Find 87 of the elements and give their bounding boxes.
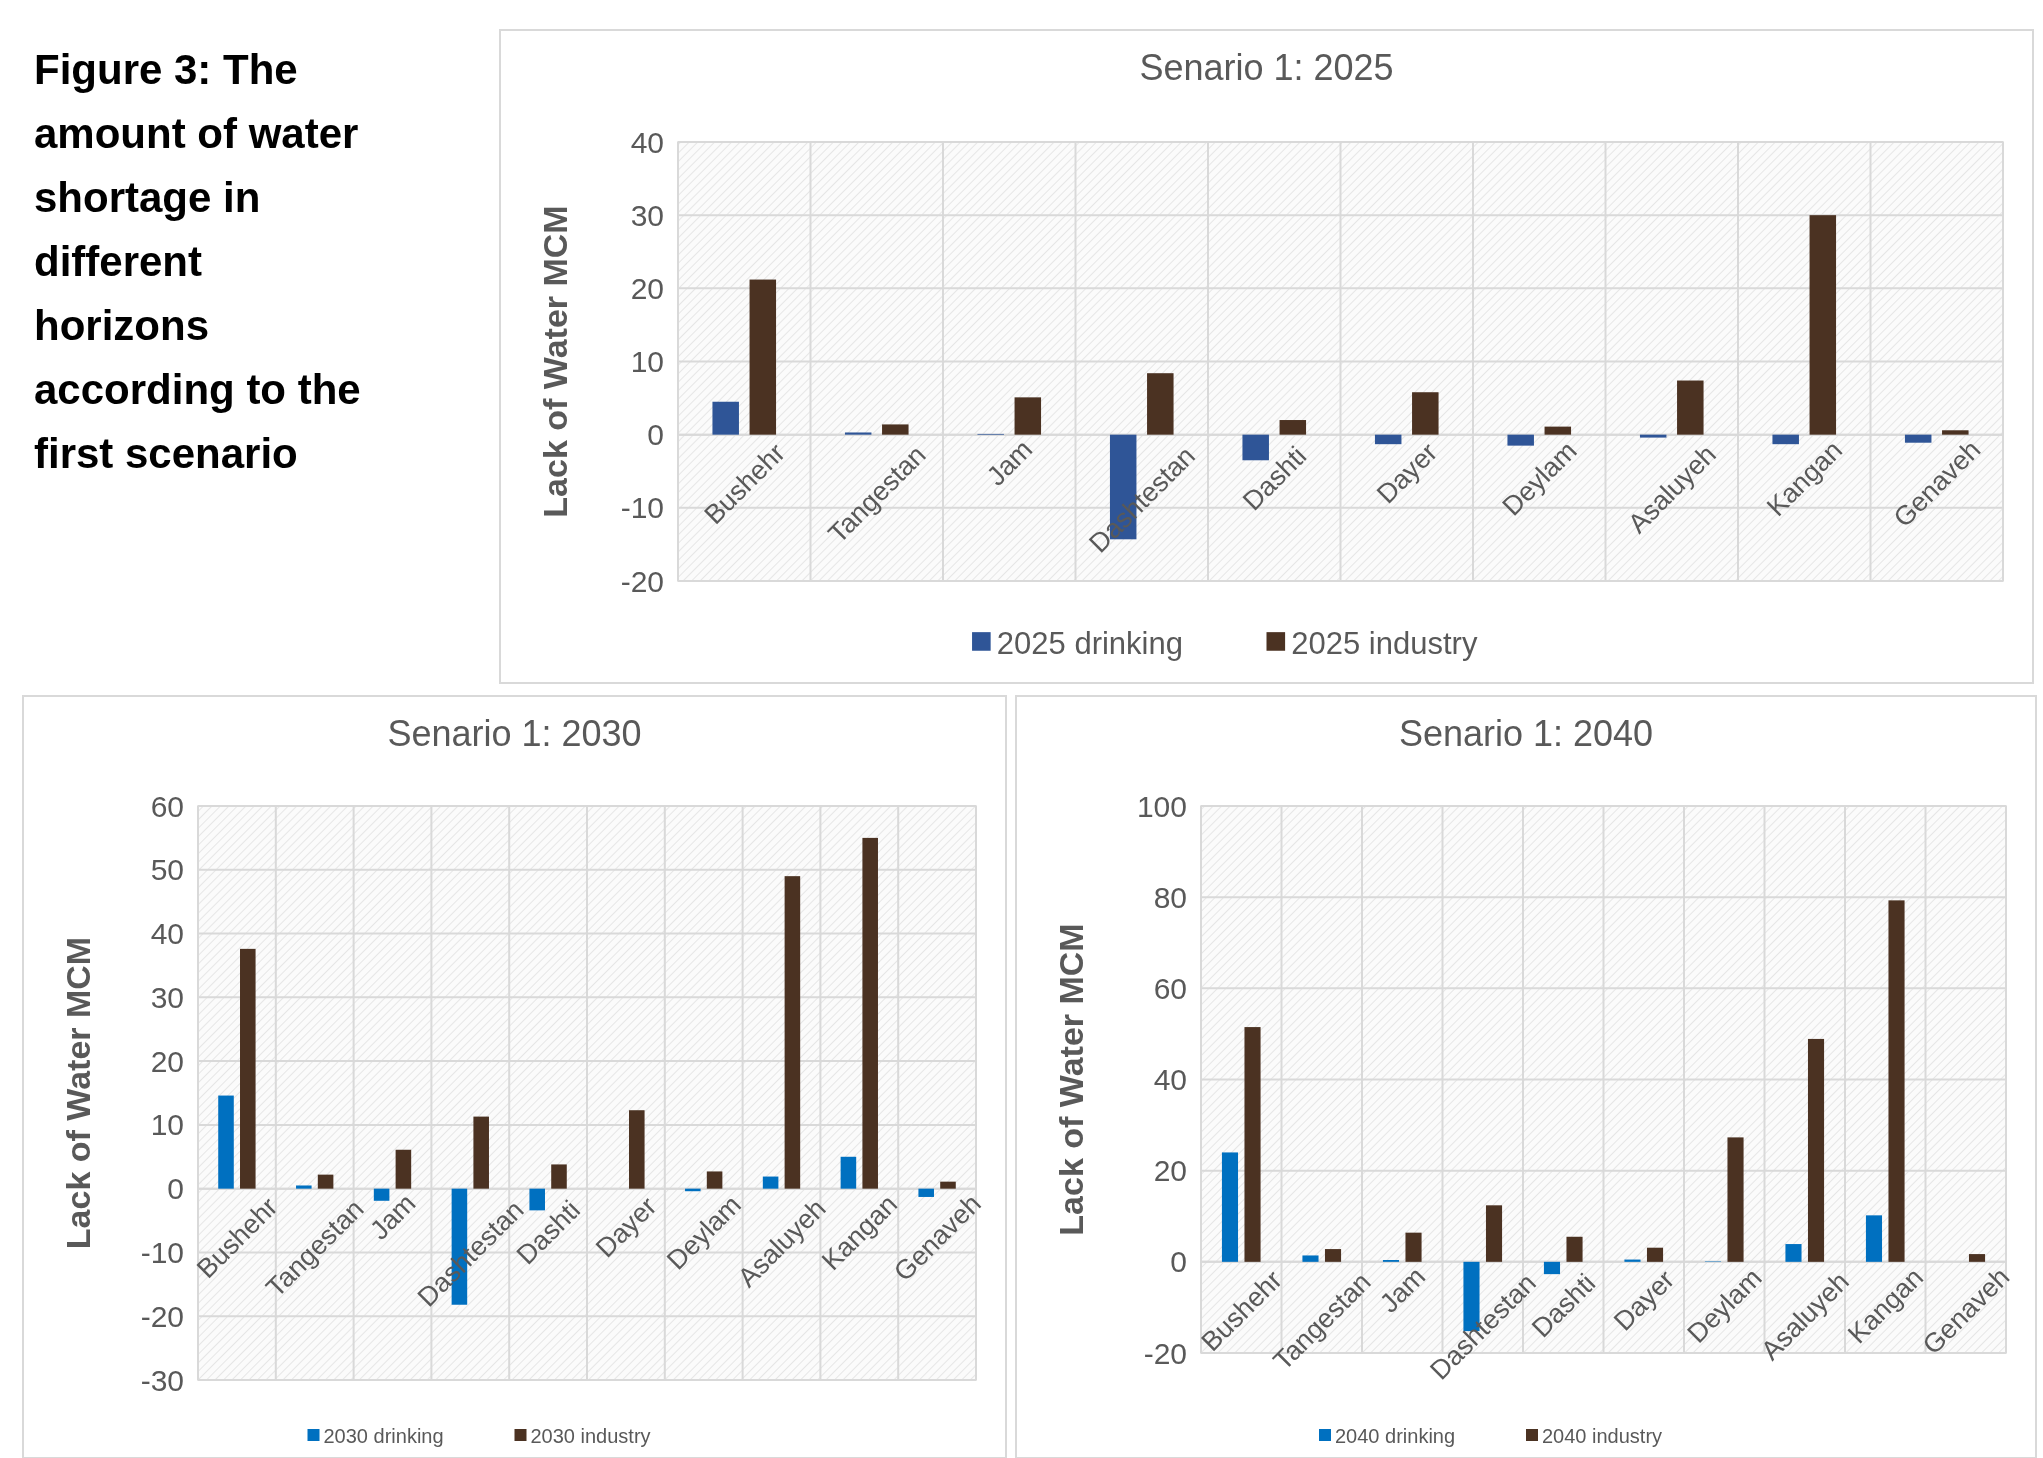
bar xyxy=(784,876,801,1189)
bar xyxy=(712,401,739,435)
legend-label: 2030 industry xyxy=(530,1425,651,1447)
bar xyxy=(1014,397,1042,435)
y-tick-label: -10 xyxy=(140,1235,184,1269)
legend-label: 2040 drinking xyxy=(1335,1425,1456,1447)
y-axis-title: Lack of Water MCM xyxy=(535,205,574,518)
y-axis-title: Lack of Water MCM xyxy=(58,936,97,1250)
y-tick-label: 0 xyxy=(1170,1245,1187,1279)
bar xyxy=(1809,215,1837,435)
y-tick-label: -30 xyxy=(140,1363,184,1397)
y-tick-label: 20 xyxy=(150,1044,184,1078)
y-tick-label: -10 xyxy=(620,491,664,525)
bar xyxy=(840,1156,857,1189)
bar xyxy=(1412,392,1439,435)
bar xyxy=(240,948,256,1189)
bar xyxy=(1566,1236,1583,1262)
bar xyxy=(1544,426,1572,435)
chart-title: Senario 1: 2030 xyxy=(387,713,642,754)
bar xyxy=(1904,434,1932,443)
bar xyxy=(1639,434,1667,438)
bar xyxy=(706,1171,723,1189)
y-tick-label: 20 xyxy=(1153,1154,1187,1188)
chart-title: Senario 1: 2040 xyxy=(1398,713,1654,754)
text: Figure 3: The amount of water shortage in different horizons according to the first scenario xyxy=(34,46,361,477)
y-tick-label: 60 xyxy=(1153,971,1187,1005)
bar xyxy=(1942,430,1969,435)
bar xyxy=(1968,1254,1986,1262)
bar xyxy=(1727,1137,1744,1262)
y-tick-label: 50 xyxy=(150,853,184,887)
x-tick-label: Jam xyxy=(364,1188,422,1246)
bar xyxy=(1772,434,1799,445)
bar xyxy=(1646,1247,1664,1262)
bar xyxy=(882,424,909,435)
bar xyxy=(1405,1232,1422,1262)
y-tick-label: 60 xyxy=(150,789,184,823)
y-tick-label: 0 xyxy=(167,1172,184,1206)
bar xyxy=(1485,1205,1503,1262)
bar xyxy=(844,432,872,435)
bar xyxy=(629,1110,645,1189)
y-tick-label: 10 xyxy=(630,345,664,378)
bar xyxy=(395,1149,412,1189)
legend-label: 2030 drinking xyxy=(323,1425,444,1447)
y-tick-label: 30 xyxy=(150,980,184,1014)
bar xyxy=(940,1181,956,1189)
bar xyxy=(296,1185,312,1189)
y-tick-label: 40 xyxy=(1153,1063,1187,1096)
legend-label: 2025 industry xyxy=(1291,625,1478,661)
bar xyxy=(551,1164,567,1189)
y-tick-label: -20 xyxy=(140,1299,184,1333)
bar xyxy=(1302,1255,1319,1262)
bar xyxy=(1221,1152,1239,1262)
bar xyxy=(1279,420,1307,435)
bar xyxy=(749,279,777,435)
y-tick-label: 40 xyxy=(150,917,184,951)
bar xyxy=(1374,434,1402,445)
bar xyxy=(1677,380,1704,435)
bar xyxy=(918,1188,934,1197)
bar xyxy=(1507,434,1534,446)
y-tick-label: 30 xyxy=(630,198,664,232)
y-tick-label: 80 xyxy=(1153,880,1187,914)
y-tick-label: -20 xyxy=(620,564,664,598)
legend-label: 2040 industry xyxy=(1542,1425,1663,1447)
bar xyxy=(218,1095,234,1189)
bar xyxy=(1244,1027,1261,1262)
y-tick-label: 100 xyxy=(1136,789,1187,823)
bar xyxy=(1865,1215,1883,1262)
bar xyxy=(317,1174,334,1189)
y-tick-label: 40 xyxy=(630,125,664,159)
bar xyxy=(762,1176,779,1189)
x-tick-label: Jam xyxy=(980,434,1039,492)
chart-title: Senario 1: 2025 xyxy=(1139,47,1394,88)
bar xyxy=(1147,373,1174,435)
bar xyxy=(1324,1249,1342,1262)
bar xyxy=(862,837,878,1189)
y-tick-label: 10 xyxy=(150,1108,184,1142)
y-tick-label: -20 xyxy=(1143,1336,1187,1370)
bar xyxy=(1888,900,1905,1262)
bar xyxy=(473,1116,489,1189)
legend-label: 2025 drinking xyxy=(996,625,1183,661)
bar xyxy=(1807,1038,1825,1262)
bar xyxy=(1785,1244,1802,1262)
y-tick-label: 0 xyxy=(647,418,664,452)
x-tick-label: Jam xyxy=(1373,1261,1432,1319)
y-axis-title: Lack of Water MCM xyxy=(1051,923,1090,1236)
y-tick-label: 20 xyxy=(630,271,664,305)
bar xyxy=(1624,1259,1641,1262)
